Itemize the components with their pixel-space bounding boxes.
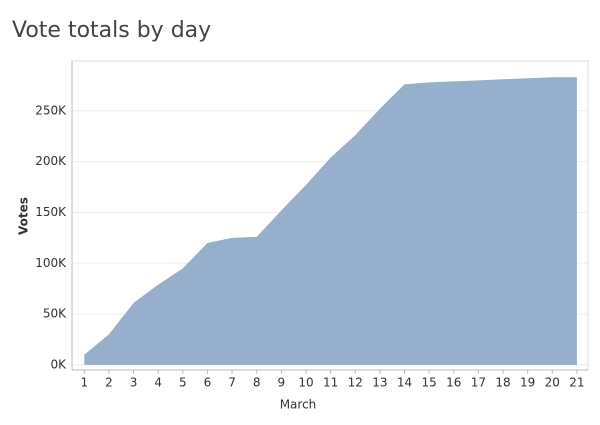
y-tick-label: 200K [35,154,67,168]
chart-title: Vote totals by day [12,18,211,43]
x-tick-label: 19 [520,376,535,390]
x-tick-label: 10 [298,376,313,390]
x-tick-label: 21 [569,376,584,390]
x-tick-label: 2 [105,376,113,390]
x-tick-label: 17 [471,376,486,390]
x-tick-label: 5 [179,376,187,390]
x-tick-label: 14 [397,376,412,390]
y-tick-label: 0K [50,357,67,371]
x-axis-title: March [280,398,317,412]
y-tick-label: 50K [43,307,67,321]
y-tick-label: 150K [35,205,67,219]
y-tick-label: 250K [35,103,67,117]
x-tick-label: 3 [130,376,138,390]
x-tick-label: 1 [80,376,88,390]
x-tick-label: 15 [421,376,436,390]
x-tick-label: 6 [204,376,212,390]
x-tick-label: 20 [545,376,560,390]
area [84,77,577,365]
x-tick-label: 13 [372,376,387,390]
x-tick-label: 4 [154,376,162,390]
x-tick-label: 12 [348,376,363,390]
x-tick-label: 8 [253,376,261,390]
x-tick-label: 11 [323,376,338,390]
x-tick-label: 16 [446,376,461,390]
x-tick-label: 7 [228,376,236,390]
x-tick-label: 9 [278,376,286,390]
y-tick-label: 100K [35,256,67,270]
x-tick-label: 18 [495,376,510,390]
y-axis-title: Votes [17,197,31,235]
